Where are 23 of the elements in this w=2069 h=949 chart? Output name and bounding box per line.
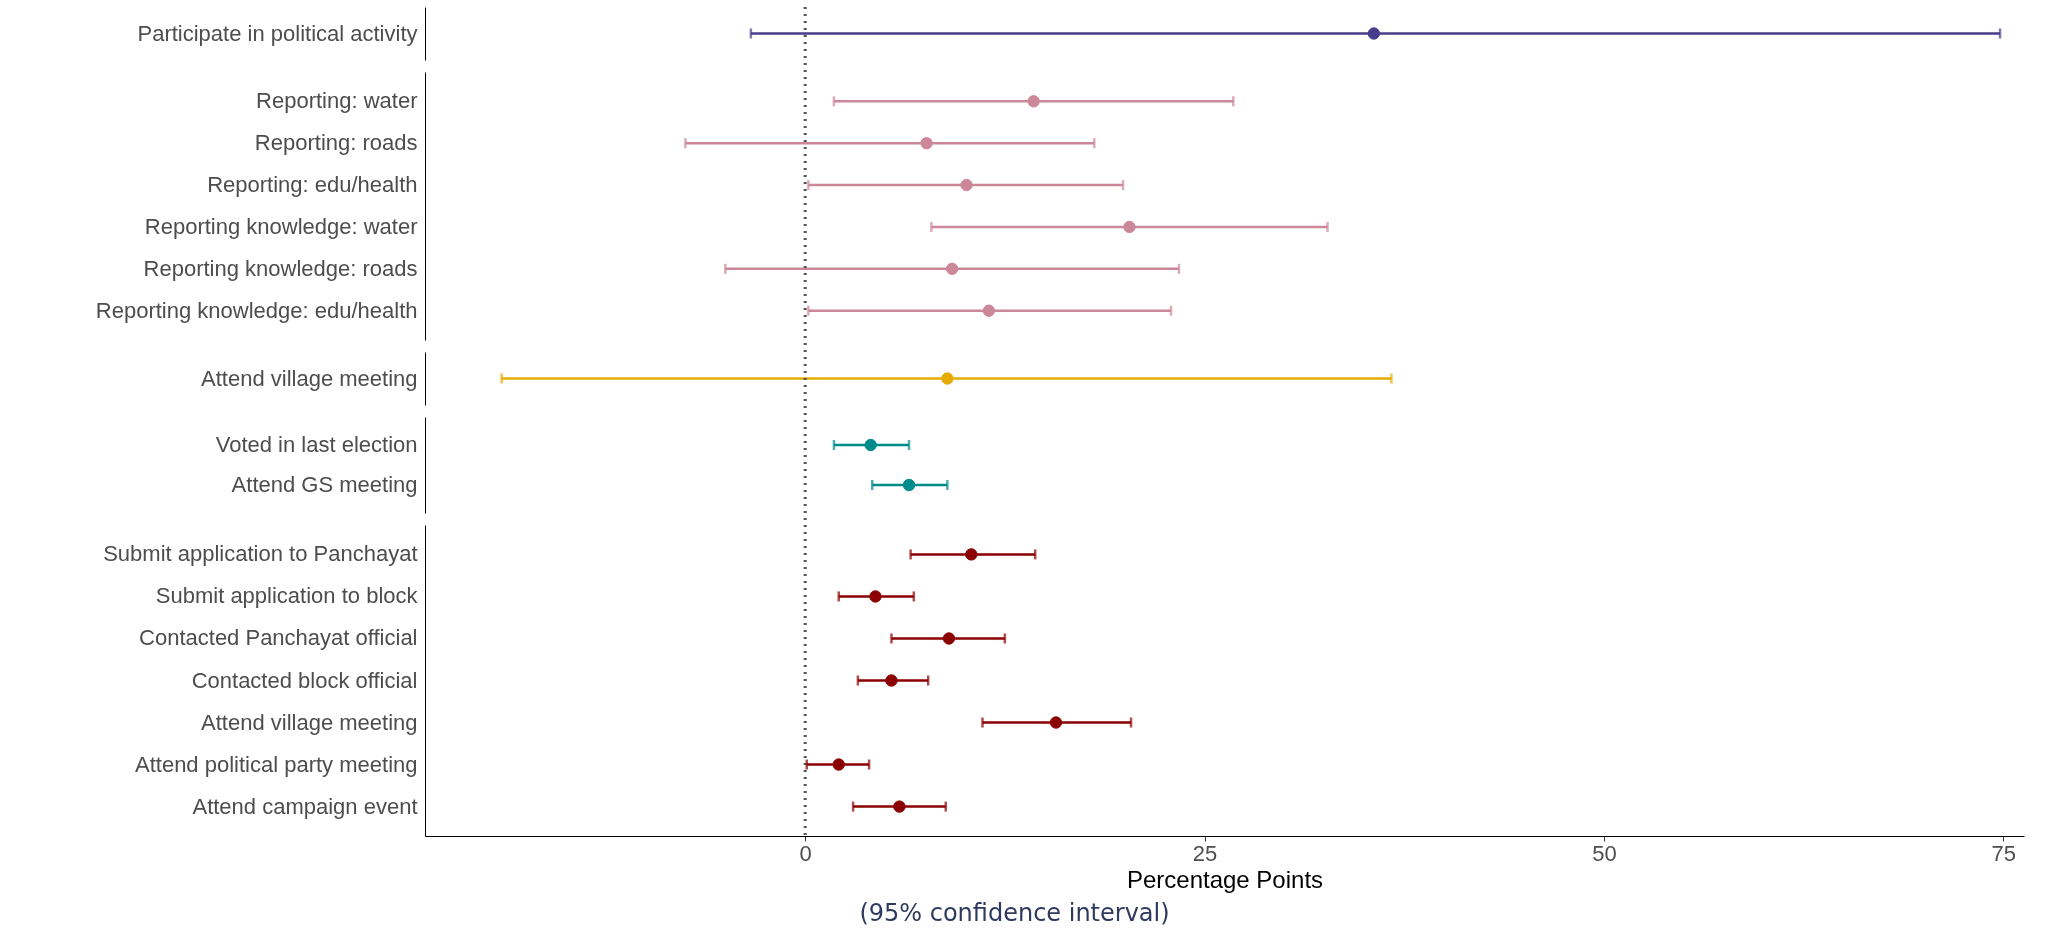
y-tick-label: Submit application to block	[155, 583, 419, 609]
y-tick-label: Reporting: edu/health	[207, 172, 418, 198]
y-tick-label: Submit application to Panchayat	[103, 541, 418, 567]
y-tick-label: Contacted Panchayat official	[139, 625, 418, 651]
x-tick-label: 75	[1991, 840, 2016, 866]
y-tick-label: Attend campaign event	[192, 793, 418, 819]
y-tick-label: Reporting knowledge: edu/health	[95, 297, 418, 323]
y-tick-label: Reporting knowledge: water	[144, 213, 418, 239]
y-tick-label: Reporting: water	[256, 88, 418, 114]
x-axis-title: Percentage Points	[1126, 865, 1324, 893]
y-tick-label: Reporting knowledge: roads	[143, 255, 418, 281]
x-tick-label: 0	[799, 840, 812, 866]
text: (95% confidence interval)	[859, 899, 1170, 927]
y-tick-label: Participate in political activity	[137, 20, 418, 46]
x-tick-label: 25	[1192, 840, 1218, 866]
y-tick-label: Attend village meeting	[201, 365, 418, 391]
y-tick-label: Voted in last election	[215, 432, 418, 457]
y-tick-label: Attend GS meeting	[231, 472, 418, 497]
y-tick-label: Contacted block official	[191, 667, 418, 693]
x-tick-label: 50	[1592, 840, 1617, 866]
y-tick-label: Reporting: roads	[254, 130, 418, 156]
y-tick-label: Attend political party meeting	[135, 751, 418, 777]
y-tick-label: Attend village meeting	[201, 709, 418, 735]
